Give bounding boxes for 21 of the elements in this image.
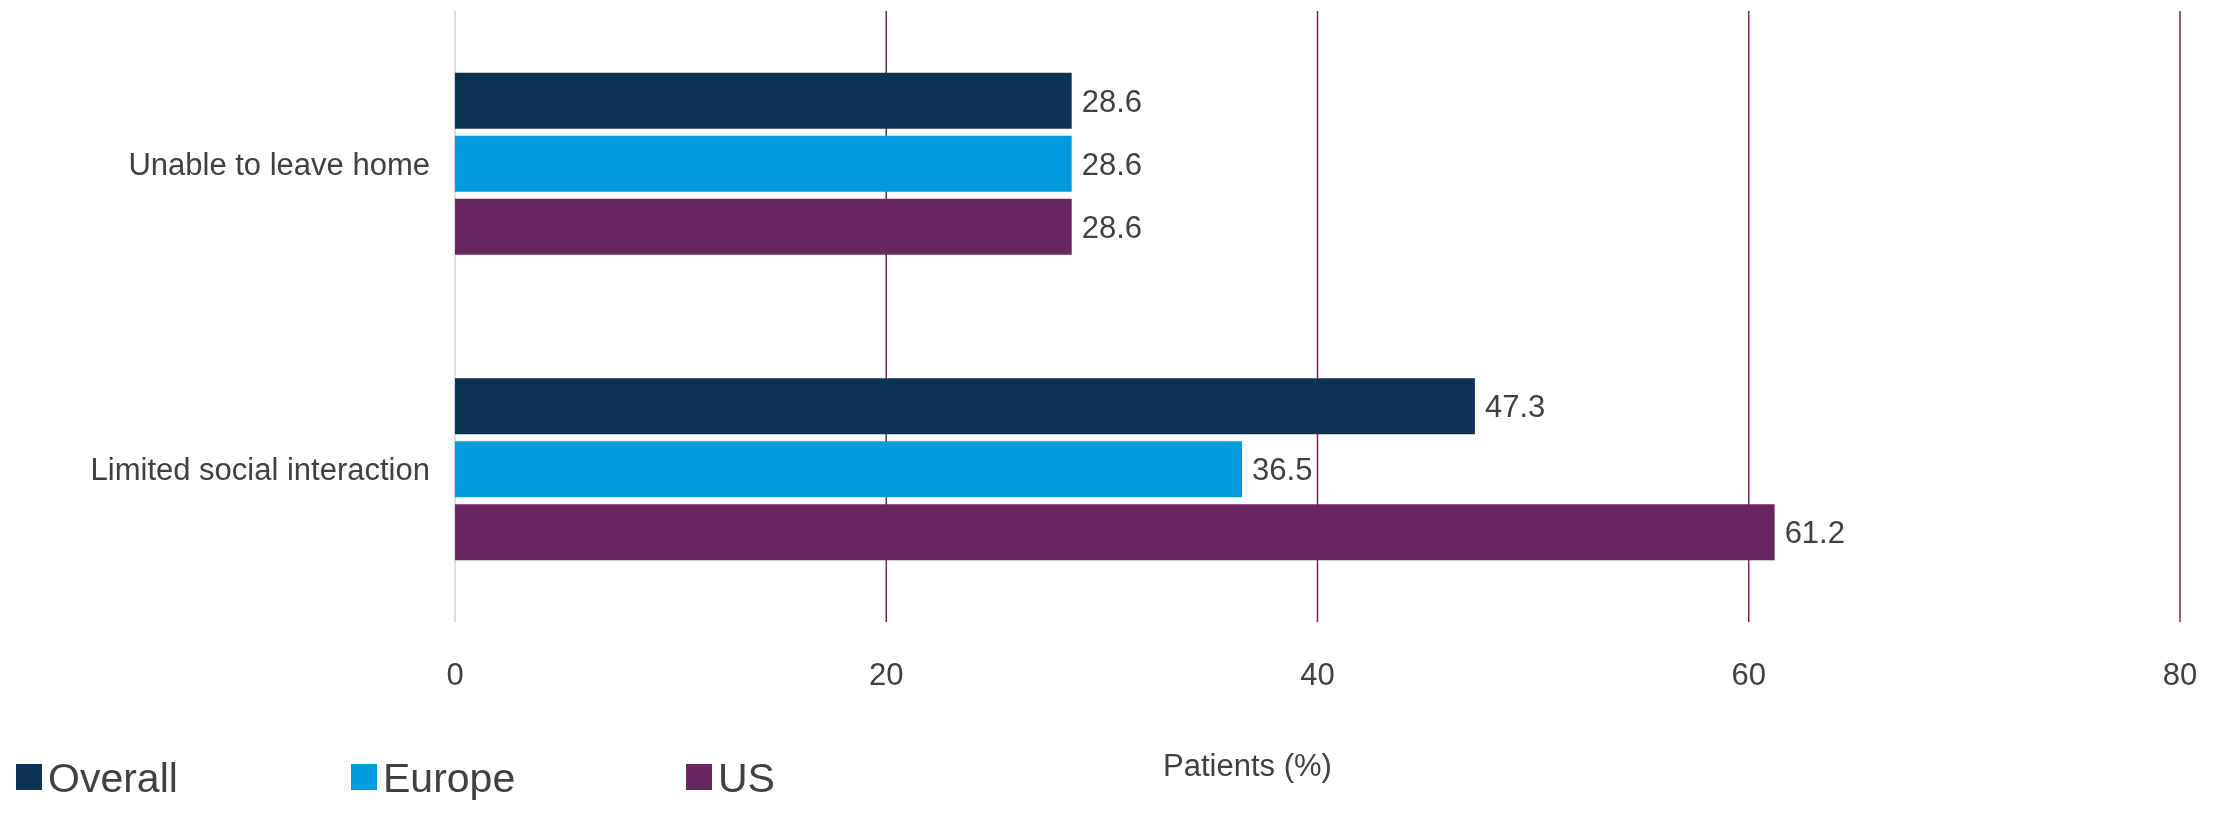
y-tick-label: Limited social interaction	[90, 452, 430, 488]
data-label: 61.2	[1784, 515, 1845, 551]
y-tick-label: Unable to leave home	[128, 146, 430, 182]
legend-label: Overall	[48, 755, 178, 802]
x-tick-label: 0	[446, 656, 464, 692]
legend-label: Europe	[383, 755, 516, 802]
data-label: 28.6	[1081, 209, 1143, 245]
x-tick-label: 20	[869, 656, 904, 692]
bar	[455, 441, 1243, 498]
data-label: 47.3	[1484, 389, 1546, 425]
data-label: 28.6	[1081, 83, 1143, 119]
bar	[455, 135, 1072, 192]
legend-label: US	[718, 755, 775, 802]
bar	[455, 72, 1072, 129]
data-label: 36.5	[1252, 452, 1313, 488]
x-tick-label: 40	[1300, 656, 1335, 692]
x-tick-label: 80	[2162, 656, 2198, 692]
bar	[455, 378, 1475, 435]
x-tick-label: 60	[1731, 656, 1766, 692]
x-axis-title: Patients (%)	[1163, 747, 1332, 783]
data-label: 28.6	[1081, 146, 1143, 182]
